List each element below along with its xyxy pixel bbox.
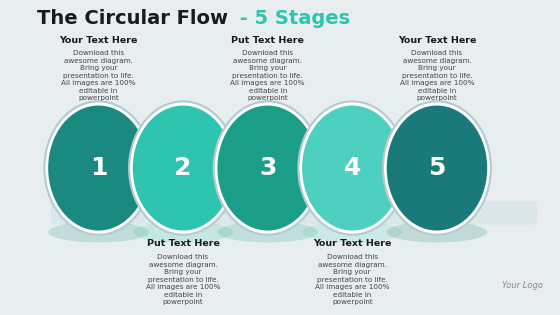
Ellipse shape xyxy=(387,106,487,231)
Ellipse shape xyxy=(214,101,321,235)
Text: Your Text Here: Your Text Here xyxy=(59,36,138,45)
Ellipse shape xyxy=(48,106,148,231)
Text: - 5 Stages: - 5 Stages xyxy=(234,9,351,28)
Ellipse shape xyxy=(387,222,487,243)
Text: Download this
awesome diagram.
Bring your
presentation to life.
All images are 1: Download this awesome diagram. Bring you… xyxy=(230,50,305,101)
Text: The Circular Flow: The Circular Flow xyxy=(37,9,228,28)
Ellipse shape xyxy=(302,106,403,231)
Ellipse shape xyxy=(298,101,406,235)
Text: Download this
awesome diagram.
Bring your
presentation to life.
All images are 1: Download this awesome diagram. Bring you… xyxy=(400,50,474,101)
Text: 1: 1 xyxy=(90,156,107,180)
Text: Your Text Here: Your Text Here xyxy=(398,36,476,45)
Text: 5: 5 xyxy=(428,156,446,180)
Ellipse shape xyxy=(133,106,234,231)
Text: Your Logo: Your Logo xyxy=(502,281,543,290)
Ellipse shape xyxy=(302,222,403,243)
Text: Download this
awesome diagram.
Bring your
presentation to life.
All images are 1: Download this awesome diagram. Bring you… xyxy=(315,254,390,305)
Text: 2: 2 xyxy=(174,156,192,180)
Ellipse shape xyxy=(217,106,318,231)
Ellipse shape xyxy=(383,101,491,235)
Text: Your Text Here: Your Text Here xyxy=(313,239,391,249)
Text: 3: 3 xyxy=(259,156,277,180)
Text: Put Text Here: Put Text Here xyxy=(147,239,220,249)
FancyBboxPatch shape xyxy=(51,201,538,225)
Ellipse shape xyxy=(48,222,148,243)
Ellipse shape xyxy=(129,101,237,235)
Text: Download this
awesome diagram.
Bring your
presentation to life.
All images are 1: Download this awesome diagram. Bring you… xyxy=(146,254,220,305)
Text: Download this
awesome diagram.
Bring your
presentation to life.
All images are 1: Download this awesome diagram. Bring you… xyxy=(61,50,136,101)
Text: 4: 4 xyxy=(344,156,361,180)
Ellipse shape xyxy=(133,222,234,243)
Ellipse shape xyxy=(44,101,152,235)
Text: Put Text Here: Put Text Here xyxy=(231,36,304,45)
Ellipse shape xyxy=(217,222,318,243)
